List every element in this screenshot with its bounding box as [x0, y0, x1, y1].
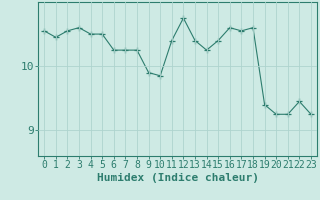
X-axis label: Humidex (Indice chaleur): Humidex (Indice chaleur)	[97, 173, 259, 183]
